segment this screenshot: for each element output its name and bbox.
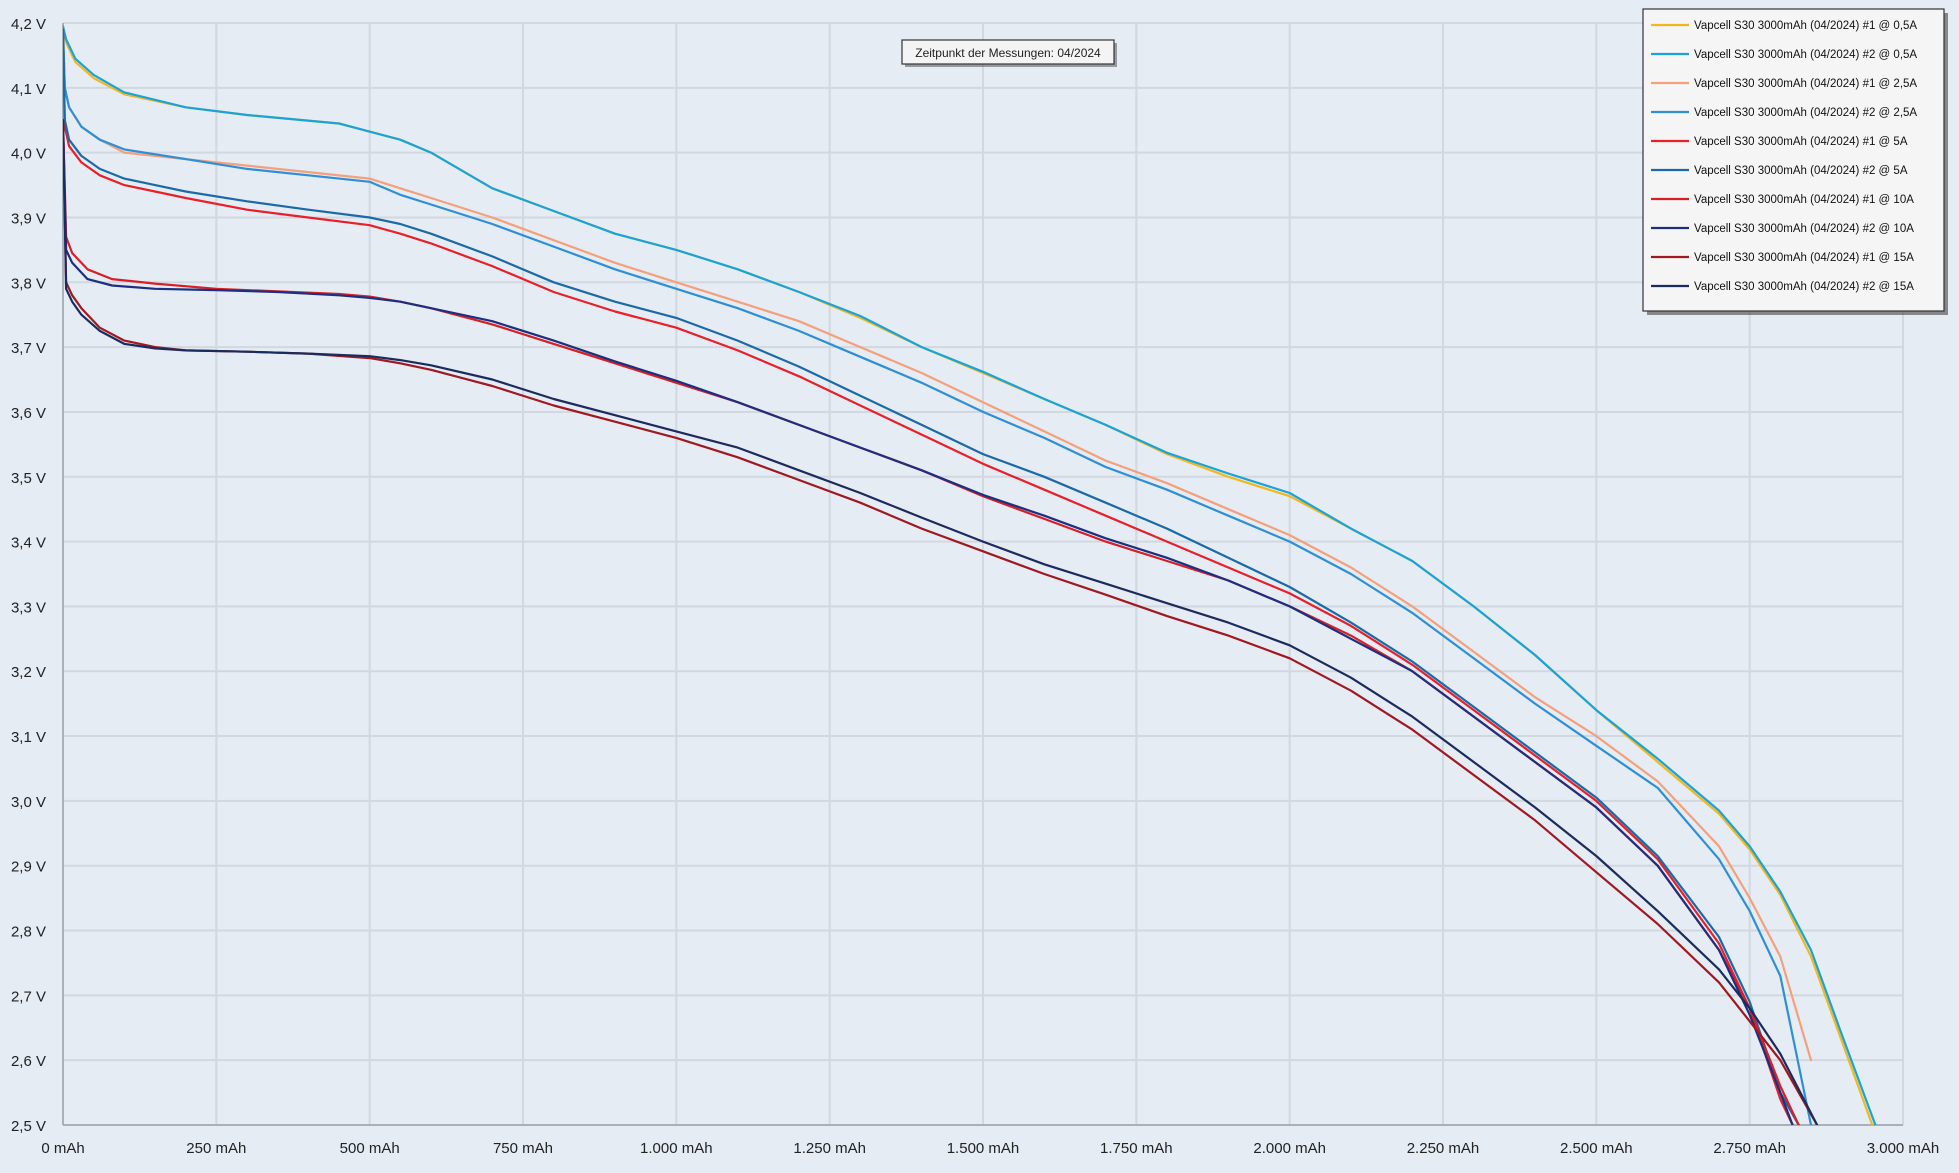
x-tick-label: 2.000 mAh <box>1253 1140 1326 1157</box>
series-line <box>63 28 1794 1125</box>
y-tick-label: 3,8 V <box>11 275 46 292</box>
x-tick-label: 1.750 mAh <box>1100 1140 1173 1157</box>
y-tick-label: 3,0 V <box>11 794 46 811</box>
legend-label: Vapcell S30 3000mAh (04/2024) #1 @ 5A <box>1694 136 1908 148</box>
y-tick-label: 3,6 V <box>11 405 46 422</box>
y-tick-label: 2,5 V <box>11 1118 46 1135</box>
x-tick-label: 1.250 mAh <box>793 1140 866 1157</box>
y-tick-label: 3,2 V <box>11 664 46 681</box>
x-tick-label: 1.000 mAh <box>640 1140 713 1157</box>
y-tick-label: 4,2 V <box>11 16 46 33</box>
y-tick-label: 3,5 V <box>11 470 46 487</box>
y-tick-label: 3,9 V <box>11 210 46 227</box>
y-tick-label: 2,6 V <box>11 1053 46 1070</box>
x-tick-label: 1.500 mAh <box>947 1140 1020 1157</box>
legend-label: Vapcell S30 3000mAh (04/2024) #1 @ 15A <box>1694 252 1914 264</box>
legend-label: Vapcell S30 3000mAh (04/2024) #2 @ 2,5A <box>1694 107 1917 119</box>
legend-label: Vapcell S30 3000mAh (04/2024) #1 @ 10A <box>1694 194 1914 206</box>
y-tick-label: 3,1 V <box>11 729 46 746</box>
y-tick-label: 2,9 V <box>11 859 46 876</box>
series-line <box>63 119 1819 1125</box>
annotation-box <box>901 39 1115 65</box>
legend-label: Vapcell S30 3000mAh (04/2024) #2 @ 10A <box>1694 223 1914 235</box>
x-tick-label: 2.250 mAh <box>1407 1140 1480 1157</box>
legend-label: Vapcell S30 3000mAh (04/2024) #1 @ 2,5A <box>1694 78 1917 90</box>
legend: Vapcell S30 3000mAh (04/2024) #1 @ 0,5A V… <box>1642 8 1948 315</box>
series-lines <box>63 25 1877 1125</box>
x-tick-label: 250 mAh <box>186 1140 246 1157</box>
series-line <box>63 119 1819 1125</box>
x-tick-label: 500 mAh <box>340 1140 400 1157</box>
x-tick-label: 750 mAh <box>493 1140 553 1157</box>
y-tick-label: 3,4 V <box>11 535 46 552</box>
series-line <box>63 25 1877 1125</box>
legend-label: Vapcell S30 3000mAh (04/2024) #2 @ 15A <box>1694 281 1914 293</box>
x-tick-label: 3.000 mAh <box>1867 1140 1940 1157</box>
axes: 0 mAh 250 mAh 500 mAh 750 mAh 1.000 mAh 1.250… <box>11 16 1939 1157</box>
y-tick-label: 2,7 V <box>11 988 46 1005</box>
y-tick-label: 4,0 V <box>11 146 46 163</box>
legend-label: Vapcell S30 3000mAh (04/2024) #2 @ 0,5A <box>1694 49 1917 61</box>
y-tick-label: 3,3 V <box>11 599 46 616</box>
legend-label: Vapcell S30 3000mAh (04/2024) #2 @ 5A <box>1694 165 1908 177</box>
x-tick-label: 2.500 mAh <box>1560 1140 1633 1157</box>
x-tick-label: 0 mAh <box>41 1140 84 1157</box>
x-tick-label: 2.750 mAh <box>1713 1140 1786 1157</box>
y-tick-label: 3,7 V <box>11 340 46 357</box>
grid <box>62 22 1904 1126</box>
series-line <box>63 28 1800 1125</box>
legend-box <box>1642 8 1945 312</box>
annotation: Zeitpunkt der Messungen: 04/2024 <box>901 39 1117 67</box>
y-tick-label: 2,8 V <box>11 924 46 941</box>
annotation-text: Zeitpunkt der Messungen: 04/2024 <box>915 46 1101 60</box>
series-line <box>63 119 1794 1125</box>
y-tick-label: 4,1 V <box>11 81 46 98</box>
series-line <box>63 28 1813 1125</box>
legend-label: Vapcell S30 3000mAh (04/2024) #1 @ 0,5A <box>1694 20 1917 32</box>
